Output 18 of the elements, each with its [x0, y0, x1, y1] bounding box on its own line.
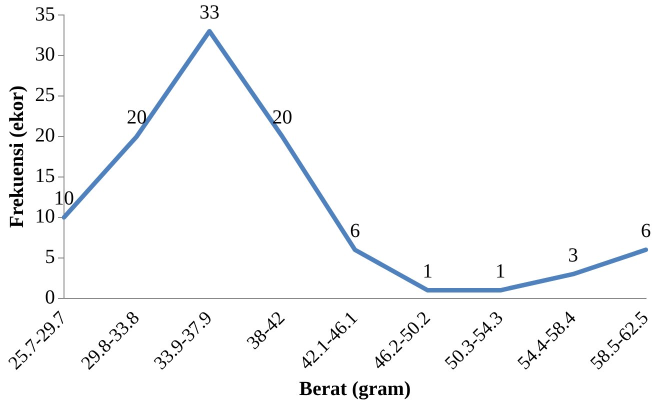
y-tick-label: 15 — [35, 165, 55, 188]
y-tick-label: 30 — [35, 44, 55, 66]
data-label: 1 — [422, 260, 433, 283]
y-tick-label: 0 — [45, 286, 55, 309]
y-axis-title: Frekuensi (ekor) — [6, 85, 28, 228]
data-label: 6 — [350, 220, 360, 242]
y-tick-label: 10 — [35, 206, 55, 228]
data-label: 6 — [640, 220, 651, 242]
y-tick-label: 35 — [35, 3, 55, 26]
y-tick-label: 5 — [45, 246, 55, 268]
y-tick-label: 25 — [35, 84, 55, 106]
x-axis-title: Berat (gram) — [299, 378, 411, 400]
data-label: 20 — [272, 106, 292, 129]
y-tick-label: 20 — [35, 124, 55, 147]
data-label: 20 — [126, 106, 147, 129]
data-label: 33 — [199, 1, 220, 24]
data-label: 3 — [568, 244, 578, 266]
data-label: 1 — [495, 260, 506, 283]
